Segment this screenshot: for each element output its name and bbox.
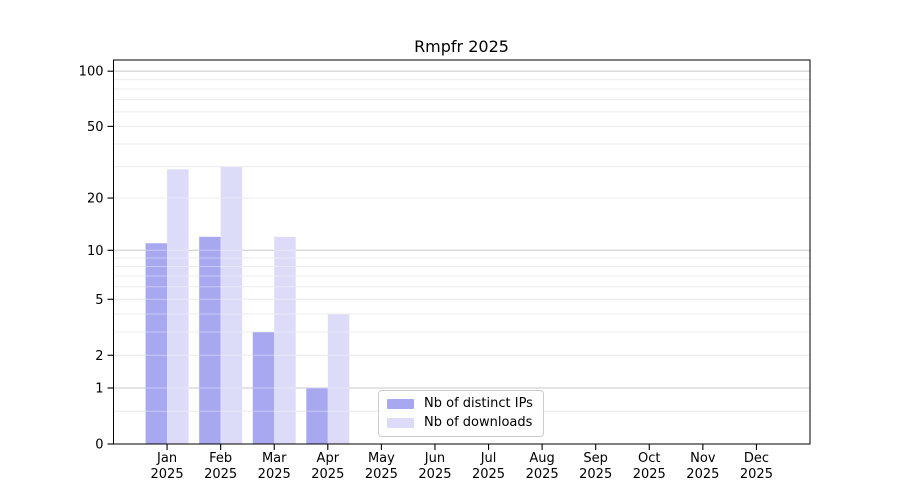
legend-item-downloads: Nb of downloads: [387, 415, 533, 430]
legend-swatch-distinct-ips: [387, 398, 414, 409]
axes-frame: [113, 59, 811, 445]
y-tick-label: 10: [87, 244, 104, 259]
x-tick-label: Apr 2025: [311, 451, 344, 482]
y-tick-label: 100: [79, 65, 104, 80]
y-tick-label: 20: [87, 192, 104, 207]
bar-downloads-mar: [274, 236, 296, 444]
x-tick-label: Feb 2025: [204, 451, 237, 482]
x-tick-label: Jun 2025: [418, 451, 451, 482]
legend-label-downloads: Nb of downloads: [424, 415, 533, 430]
legend: Nb of distinct IPs Nb of downloads: [378, 390, 544, 437]
y-tick-label: 0: [95, 438, 103, 453]
bar-ips-apr: [306, 388, 328, 444]
x-tick-label: Oct 2025: [633, 451, 666, 482]
y-tick-label: 1: [95, 382, 103, 397]
bar-ips-jan: [145, 243, 168, 444]
y-tick-label: 50: [87, 120, 104, 135]
x-tick-label: May 2025: [365, 451, 398, 482]
y-tick-label: 5: [95, 293, 103, 308]
x-axis: Jan 2025 Feb 2025 Mar 2025 Apr 2025 May 2025 Jun 20…: [151, 444, 773, 482]
gridline-overlay: [145, 166, 350, 412]
x-tick-label: Mar 2025: [258, 451, 291, 482]
legend-label-distinct-ips: Nb of distinct IPs: [424, 396, 533, 411]
y-axis: 0 1 2 5 10 20 50 100: [79, 65, 114, 453]
legend-swatch-downloads: [387, 417, 414, 428]
x-tick-label: Jul 2025: [472, 451, 505, 482]
x-tick-label: Jan 2025: [151, 451, 184, 482]
bar-downloads-jan: [167, 169, 189, 444]
chart-title: Rmpfr 2025: [414, 37, 509, 56]
x-tick-label: Aug 2025: [526, 451, 559, 482]
x-tick-label: Sep 2025: [579, 451, 612, 482]
legend-item-distinct-ips: Nb of distinct IPs: [387, 396, 533, 411]
bar-downloads-feb: [220, 166, 243, 444]
bar-ips-mar: [252, 332, 275, 444]
bar-downloads-apr: [327, 313, 350, 444]
y-tick-label: 2: [95, 349, 103, 364]
bars: [145, 166, 350, 444]
x-tick-label: Nov 2025: [686, 451, 719, 482]
bar-ips-feb: [199, 236, 221, 444]
x-tick-label: Dec 2025: [740, 451, 773, 482]
